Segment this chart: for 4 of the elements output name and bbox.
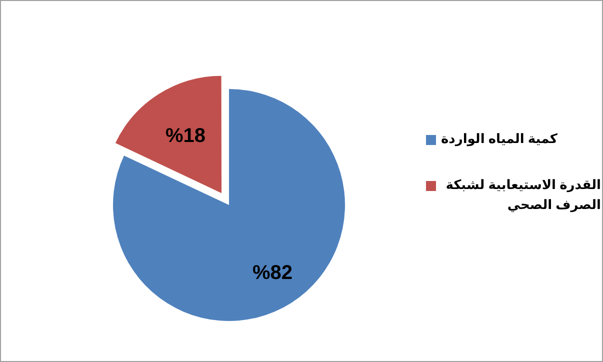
data-label: %18: [165, 124, 206, 147]
legend-label: القدرة الاستيعابية لشبكة الصرف الصحي: [444, 176, 601, 214]
data-label: %82: [252, 262, 293, 284]
legend-label: كمية المياه الواردة: [441, 130, 558, 148]
